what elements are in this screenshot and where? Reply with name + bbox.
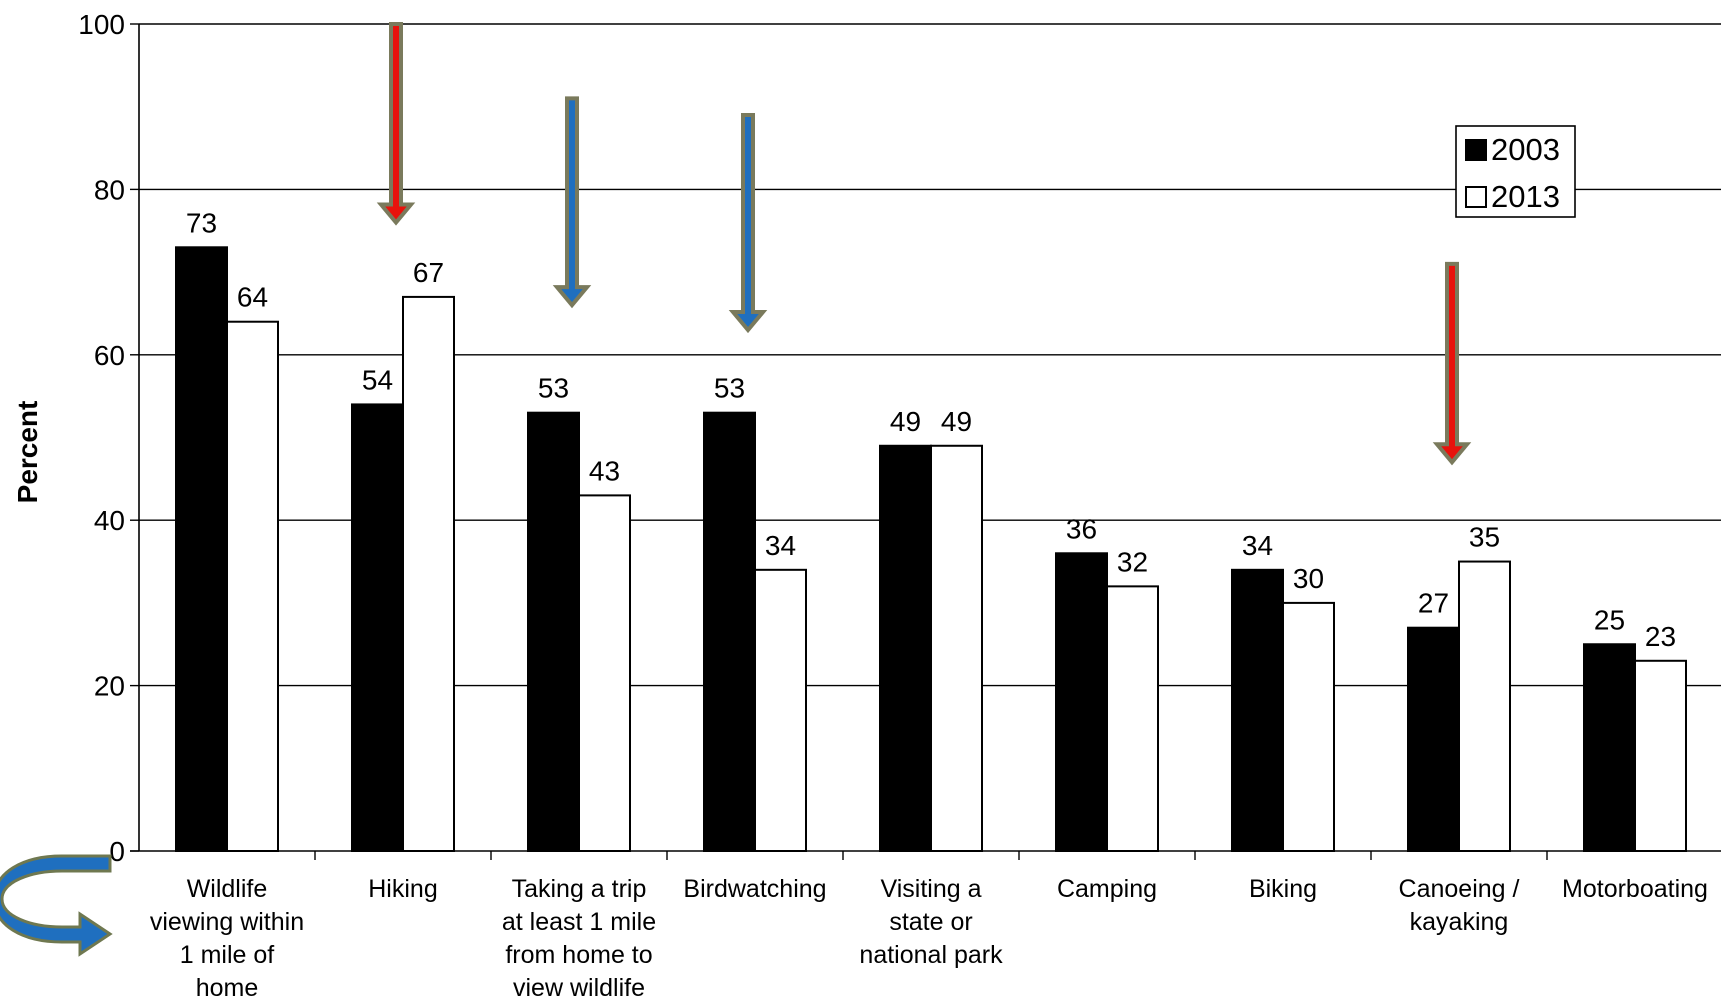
- x-tick-label: Taking a trip at least 1 mile from home to…: [502, 875, 656, 1001]
- annotation-arrows: [0, 22, 1472, 957]
- bars: [175, 246, 1687, 853]
- y-tick-label: 20: [94, 671, 125, 702]
- x-tick-label-line: national park: [859, 941, 1003, 969]
- curved-arrow-icon: [0, 854, 113, 957]
- x-tick-label-line: state or: [889, 908, 972, 936]
- bar-2013: [1634, 659, 1687, 852]
- bar-2013: [578, 494, 631, 852]
- data-label: 30: [1293, 563, 1324, 594]
- data-label: 67: [413, 257, 444, 288]
- y-tick-label: 40: [94, 505, 125, 536]
- bar-2013: [1458, 560, 1511, 852]
- data-label: 49: [941, 406, 972, 437]
- down-arrow-icon: [1432, 261, 1472, 466]
- data-label: 54: [362, 364, 393, 395]
- bar-2013: [754, 568, 807, 852]
- x-tick-label: Birdwatching: [683, 875, 826, 903]
- data-label: 25: [1594, 604, 1625, 635]
- bar-2003: [1407, 626, 1460, 853]
- x-tick-label-line: Birdwatching: [683, 875, 826, 903]
- y-tick-label: 80: [94, 174, 125, 205]
- x-tick-label-line: home: [196, 974, 259, 1001]
- bar-2003: [351, 403, 404, 852]
- bar-2013: [1282, 601, 1335, 853]
- data-labels: 73 64 54 67 53 43 53 34 49 49 36 32 34 30 27 35 25 23: [186, 207, 1676, 652]
- x-axis: Wildlife viewing within 1 mile of home Hikin…: [130, 850, 1721, 1002]
- x-tick-label-line: Canoeing /: [1399, 875, 1520, 903]
- bar-2003: [1055, 552, 1108, 853]
- x-tick-label-line: Visiting a: [881, 875, 982, 903]
- x-tick-label-line: from home to: [505, 941, 652, 969]
- y-tick-label: 0: [109, 836, 125, 867]
- x-tick-label-line: viewing within: [150, 908, 304, 936]
- data-label: 73: [186, 207, 217, 238]
- data-label: 43: [589, 455, 620, 486]
- bar-2013: [1106, 585, 1159, 852]
- data-label: 23: [1645, 621, 1676, 652]
- bar-2003: [527, 411, 580, 852]
- data-label: 34: [765, 530, 796, 561]
- x-tick-label-line: view wildlife: [513, 974, 645, 1001]
- legend-swatch: [1465, 186, 1487, 208]
- data-label: 64: [237, 282, 268, 313]
- down-arrow-icon: [376, 22, 416, 226]
- legend-label: 2003: [1491, 132, 1560, 167]
- y-tick-label: 60: [94, 340, 125, 371]
- data-label: 36: [1066, 513, 1097, 544]
- x-tick-label: Biking: [1249, 875, 1317, 903]
- legend-swatch: [1465, 139, 1487, 161]
- y-axis: 0 20 40 60 80 100: [78, 9, 140, 867]
- bar-2003: [1583, 643, 1636, 852]
- data-label: 35: [1469, 522, 1500, 553]
- x-tick-label: Motorboating: [1562, 875, 1708, 903]
- x-tick-label-line: at least 1 mile: [502, 908, 656, 936]
- x-tick-label: Canoeing / kayaking: [1399, 875, 1520, 936]
- data-label: 53: [538, 373, 569, 404]
- bar-2013: [402, 295, 455, 853]
- x-tick-label: Visiting a state or national park: [859, 875, 1003, 969]
- data-label: 32: [1117, 546, 1148, 577]
- data-label: 53: [714, 373, 745, 404]
- data-label: 49: [890, 406, 921, 437]
- x-tick-label-line: Taking a trip: [512, 875, 647, 903]
- bar-2013: [226, 320, 279, 853]
- x-tick-label-line: 1 mile of: [180, 941, 275, 969]
- x-tick-label: Wildlife viewing within 1 mile of home: [150, 875, 304, 1001]
- bar-2003: [175, 246, 228, 853]
- down-arrow-icon: [728, 112, 768, 334]
- legend: 2003 2013: [1455, 125, 1576, 218]
- x-tick-label-line: Biking: [1249, 875, 1317, 903]
- x-tick-label-line: Motorboating: [1562, 875, 1708, 903]
- data-label: 34: [1242, 530, 1273, 561]
- bar-2003: [1231, 568, 1284, 852]
- x-tick-label-line: Wildlife: [187, 875, 268, 903]
- bar-2003: [879, 444, 932, 852]
- x-tick-label: Hiking: [368, 875, 437, 903]
- bar-2013: [930, 444, 983, 852]
- bar-2003: [703, 411, 756, 852]
- y-axis-label: Percent: [12, 401, 43, 504]
- x-tick-label-line: Camping: [1057, 875, 1157, 903]
- down-arrow-icon: [552, 96, 592, 309]
- data-label: 27: [1418, 588, 1449, 619]
- x-tick-label-line: Hiking: [368, 875, 437, 903]
- y-tick-label: 100: [78, 9, 125, 40]
- x-tick-label: Camping: [1057, 875, 1157, 903]
- legend-label: 2013: [1491, 179, 1560, 214]
- x-tick-label-line: kayaking: [1410, 908, 1509, 936]
